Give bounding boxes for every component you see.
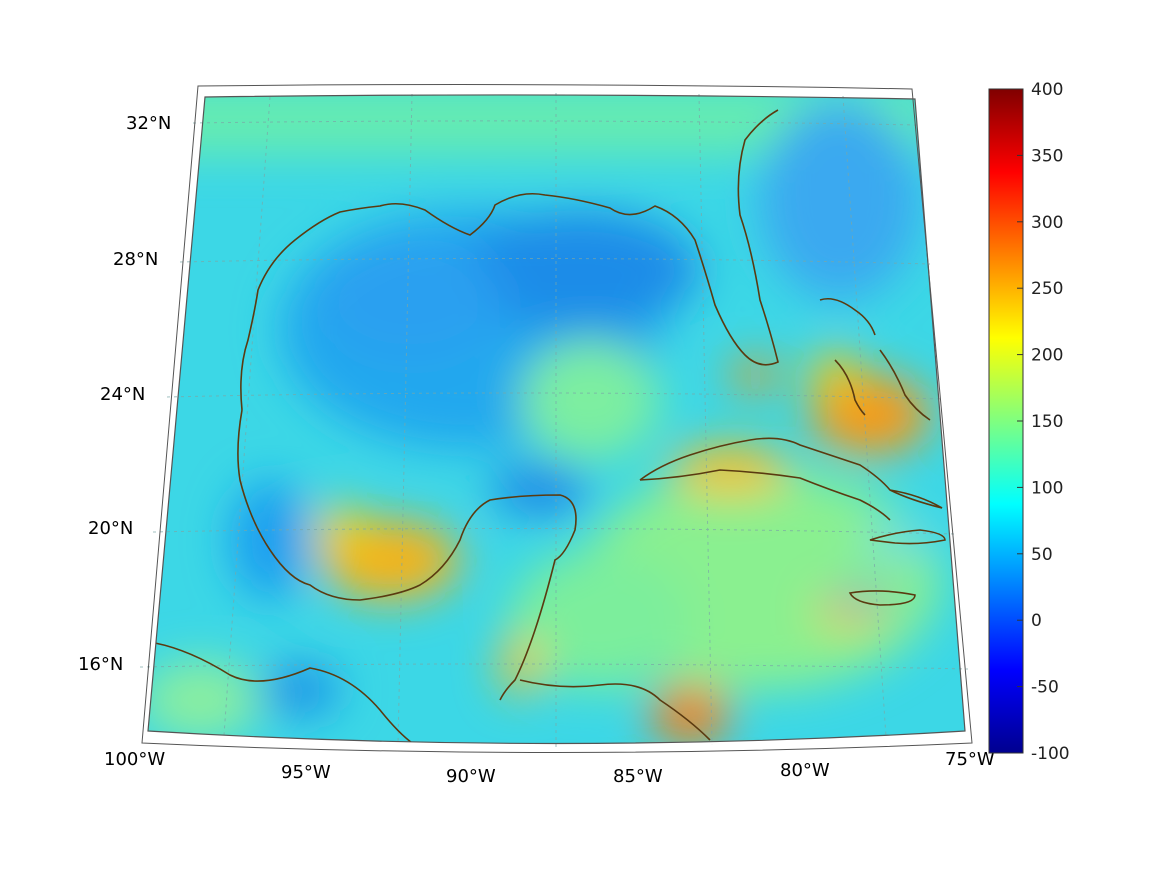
lon-label-75: 75°W (945, 749, 995, 770)
lat-label-20: 20°N (88, 518, 133, 539)
lat-label-32: 32°N (126, 113, 171, 134)
map-field (148, 94, 965, 744)
latitude-labels: 32°N 28°N 24°N 20°N 16°N (78, 113, 171, 675)
colorbar-tick-label: 300 (1031, 213, 1063, 233)
longitude-labels: 100°W 95°W 90°W 85°W 80°W 75°W (104, 749, 995, 787)
lon-label-90: 90°W (446, 766, 496, 787)
lat-label-28: 28°N (113, 249, 158, 270)
colorbar: 400 350 300 250 200 150 100 50 0 -50 -100 (988, 80, 1070, 764)
colorbar-tick-label: 400 (1031, 80, 1063, 100)
colorbar-ticks: 400 350 300 250 200 150 100 50 0 -50 -100 (1017, 80, 1070, 764)
colorbar-tick-label: 0 (1031, 611, 1042, 631)
graticule (139, 93, 969, 748)
coastlines (154, 109, 946, 744)
lat-label-16: 16°N (78, 654, 123, 675)
lon-label-95: 95°W (281, 762, 331, 783)
lon-label-85: 85°W (613, 766, 663, 787)
map-frame (147, 94, 966, 745)
colorbar-tick-label: 200 (1031, 346, 1063, 366)
colorbar-tick-label: -50 (1031, 678, 1059, 698)
map-outer-frame (141, 84, 973, 753)
lat-label-24: 24°N (100, 384, 145, 405)
lon-label-100: 100°W (104, 749, 165, 770)
colorbar-tick-label: 100 (1031, 478, 1063, 498)
colorbar-tick-label: 50 (1031, 545, 1053, 565)
colorbar-tick-label: -100 (1031, 744, 1070, 764)
lon-label-80: 80°W (780, 760, 830, 781)
colorbar-tick-label: 250 (1031, 279, 1063, 299)
colorbar-tick-label: 150 (1031, 412, 1063, 432)
colorbar-tick-label: 350 (1031, 146, 1063, 166)
